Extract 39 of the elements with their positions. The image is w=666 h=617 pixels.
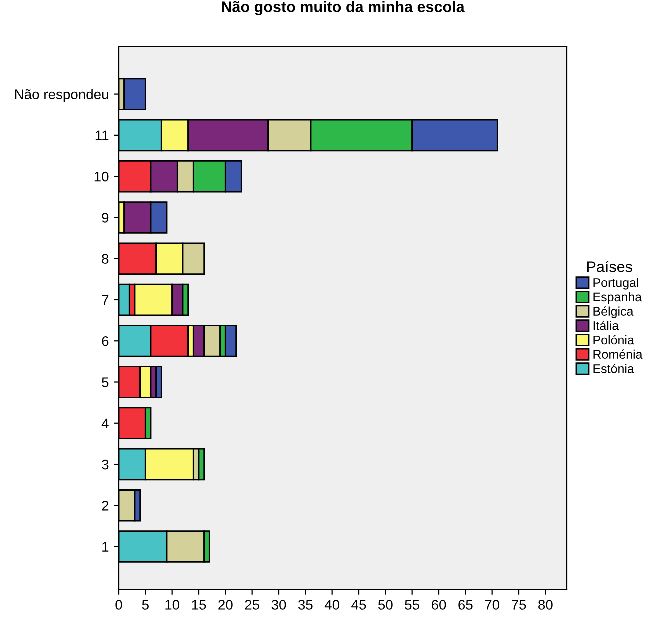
legend-label: Roménia	[594, 350, 643, 360]
x-tick-label: 25	[245, 600, 260, 610]
chart-title: Não gosto muito da minha escola	[222, 1, 465, 16]
y-tick-label: 7	[102, 295, 109, 306]
x-tick-label: 20	[218, 600, 233, 610]
x-tick-label: 80	[538, 600, 553, 610]
y-tick-label: 9	[102, 213, 109, 223]
x-tick-label: 35	[298, 600, 313, 610]
x-tick-label: 70	[485, 600, 500, 610]
x-tick-label: 45	[352, 600, 366, 610]
legend-label: Portugal	[594, 278, 638, 290]
legend-label: Estónia	[594, 364, 634, 374]
legend-label: Espanha	[594, 292, 642, 304]
x-tick-label: 75	[512, 600, 526, 610]
x-tick-label: 30	[272, 600, 286, 610]
x-tick-label: 65	[458, 600, 473, 610]
x-tick-label: 15	[192, 600, 206, 610]
y-tick-label: 3	[102, 460, 109, 470]
x-tick-label: 0	[116, 600, 122, 610]
y-tick-label: 8	[102, 254, 109, 264]
x-tick-label: 50	[378, 600, 393, 610]
legend-label: Polónia	[594, 335, 634, 345]
y-tick-label: 2	[102, 501, 109, 511]
legend-label: Itália	[594, 320, 620, 330]
bar	[124, 78, 146, 110]
x-tick-label: 55	[405, 600, 420, 610]
y-tick-label: 4	[102, 418, 109, 428]
x-tick-label: 40	[324, 600, 340, 610]
y-tick-label: 6	[102, 336, 109, 346]
y-tick-label: 5	[102, 378, 109, 388]
y-tick-label: Não respondeu	[15, 89, 108, 102]
x-tick-label: 60	[432, 600, 446, 610]
x-tick-label: 10	[166, 600, 180, 610]
y-tick-label: 1	[102, 542, 109, 552]
legend-label: Bélgica	[594, 306, 634, 318]
x-tick-label: 5	[142, 600, 149, 610]
y-tick-label: 10	[94, 172, 109, 182]
y-tick-label: 11	[96, 130, 109, 140]
legend-title: Países	[588, 260, 632, 272]
